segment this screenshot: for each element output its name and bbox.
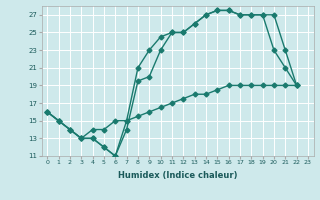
X-axis label: Humidex (Indice chaleur): Humidex (Indice chaleur) bbox=[118, 171, 237, 180]
